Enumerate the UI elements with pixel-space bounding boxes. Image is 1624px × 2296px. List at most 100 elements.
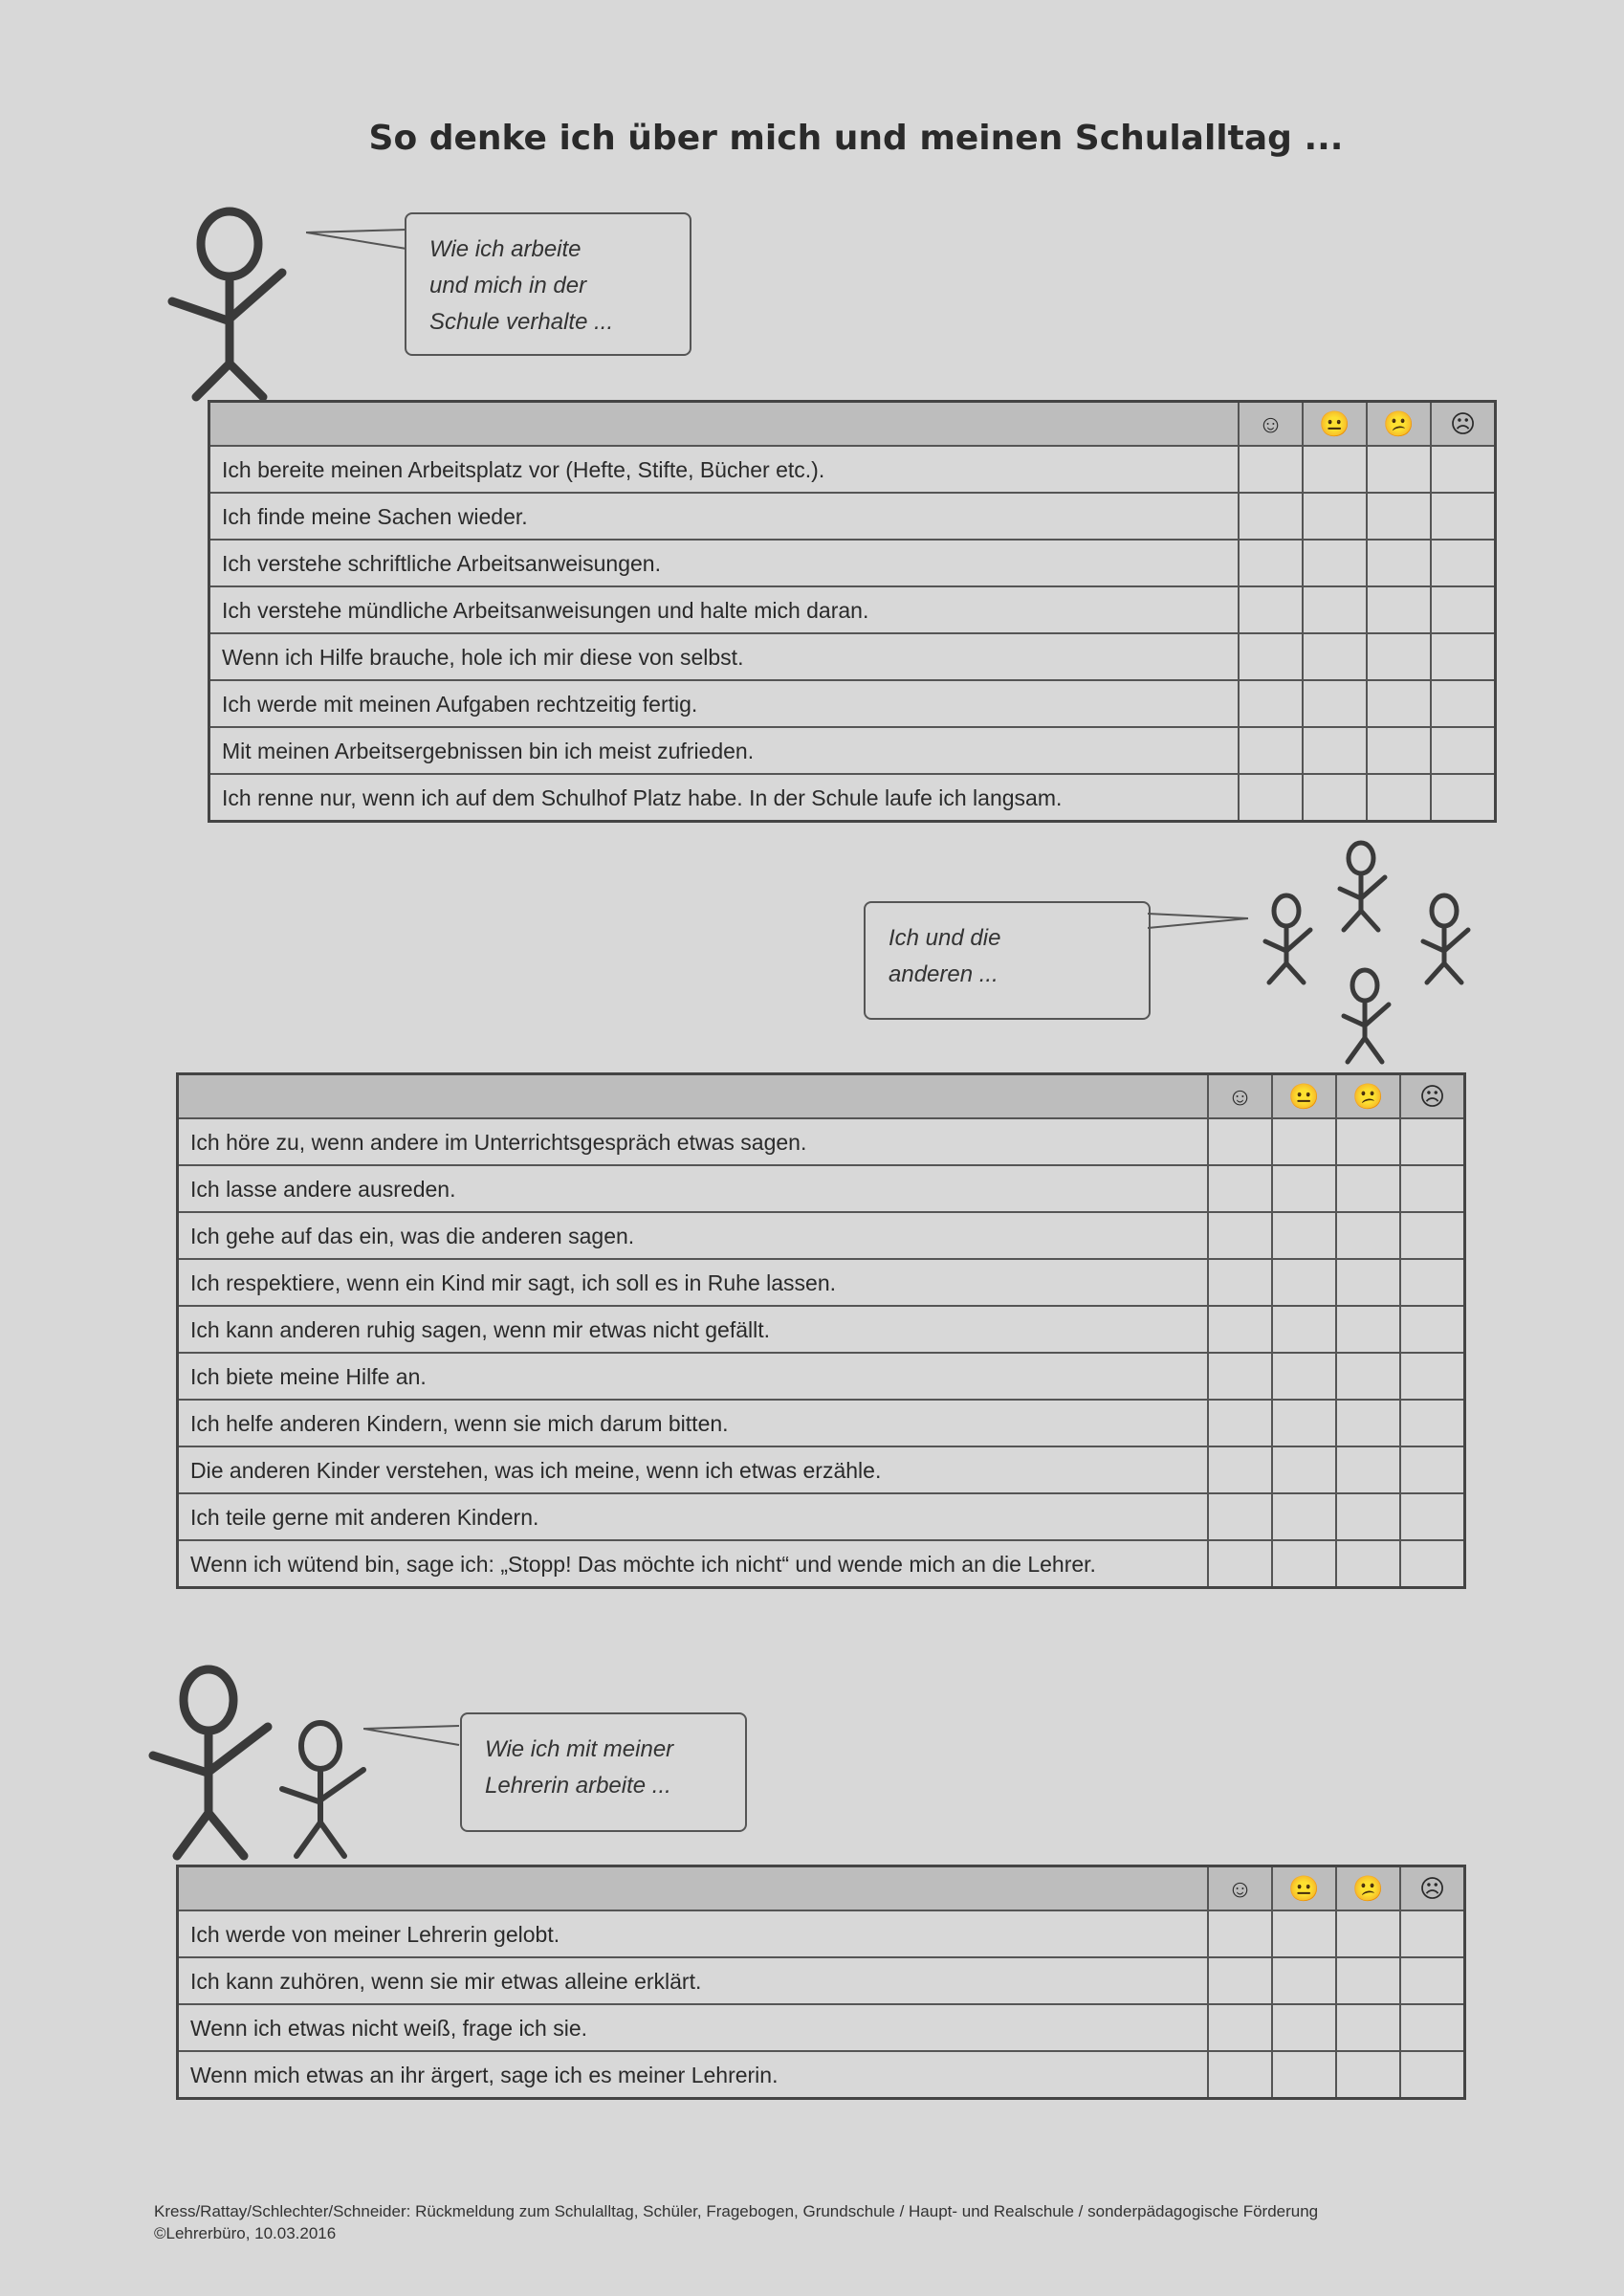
rating-checkbox-neutral-face[interactable] (1271, 2003, 1337, 2052)
rating-checkbox-happy-face[interactable] (1207, 1539, 1273, 1589)
rating-checkbox-neutral-face[interactable] (1302, 539, 1368, 587)
rating-checkbox-unsure-face[interactable] (1335, 1446, 1401, 1494)
rating-checkbox-sad-face[interactable] (1399, 1117, 1466, 1166)
statement-text: Ich biete meine Hilfe an. (176, 1352, 1209, 1401)
page-title: So denke ich über mich und meinen Schula… (368, 119, 1344, 158)
rating-checkbox-neutral-face[interactable] (1271, 1352, 1337, 1401)
rating-checkbox-unsure-face[interactable] (1335, 1164, 1401, 1213)
questionnaire-table-teacher: ☺ 😐 😕 ☹ Ich werde von meiner Lehrerin gelobt… (176, 1865, 1466, 2100)
rating-checkbox-happy-face[interactable] (1207, 1305, 1273, 1354)
rating-checkbox-happy-face[interactable] (1207, 1352, 1273, 1401)
rating-checkbox-happy-face[interactable] (1207, 1492, 1273, 1541)
rating-checkbox-happy-face[interactable] (1238, 632, 1304, 681)
rating-checkbox-neutral-face[interactable] (1271, 1117, 1337, 1166)
rating-checkbox-neutral-face[interactable] (1271, 1956, 1337, 2005)
rating-checkbox-sad-face[interactable] (1430, 585, 1497, 634)
rating-checkbox-happy-face[interactable] (1207, 1956, 1273, 2005)
rating-checkbox-neutral-face[interactable] (1271, 1399, 1337, 1447)
rating-checkbox-neutral-face[interactable] (1302, 773, 1368, 823)
rating-checkbox-sad-face[interactable] (1430, 539, 1497, 587)
rating-checkbox-unsure-face[interactable] (1335, 1211, 1401, 1260)
rating-checkbox-unsure-face[interactable] (1366, 726, 1432, 775)
rating-checkbox-neutral-face[interactable] (1271, 2050, 1337, 2100)
rating-checkbox-neutral-face[interactable] (1302, 445, 1368, 494)
rating-checkbox-unsure-face[interactable] (1366, 492, 1432, 541)
rating-checkbox-sad-face[interactable] (1430, 492, 1497, 541)
rating-checkbox-sad-face[interactable] (1399, 1539, 1466, 1589)
rating-checkbox-happy-face[interactable] (1207, 1399, 1273, 1447)
rating-checkbox-unsure-face[interactable] (1335, 2003, 1401, 2052)
rating-checkbox-neutral-face[interactable] (1271, 1211, 1337, 1260)
table-row: Die anderen Kinder verstehen, was ich me… (176, 1446, 1466, 1494)
rating-checkbox-happy-face[interactable] (1238, 726, 1304, 775)
rating-checkbox-neutral-face[interactable] (1271, 1258, 1337, 1307)
rating-checkbox-happy-face[interactable] (1207, 1164, 1273, 1213)
rating-checkbox-neutral-face[interactable] (1302, 679, 1368, 728)
rating-checkbox-unsure-face[interactable] (1335, 1956, 1401, 2005)
rating-checkbox-neutral-face[interactable] (1271, 1539, 1337, 1589)
rating-checkbox-sad-face[interactable] (1399, 1910, 1466, 1958)
rating-checkbox-neutral-face[interactable] (1271, 1164, 1337, 1213)
neutral-face-icon: 😐 (1271, 1865, 1337, 1911)
rating-checkbox-unsure-face[interactable] (1335, 1117, 1401, 1166)
rating-checkbox-happy-face[interactable] (1207, 2003, 1273, 2052)
table-row: Ich helfe anderen Kindern, wenn sie mich… (176, 1399, 1466, 1447)
rating-checkbox-sad-face[interactable] (1399, 2050, 1466, 2100)
statement-text: Ich respektiere, wenn ein Kind mir sagt,… (176, 1258, 1209, 1307)
rating-checkbox-neutral-face[interactable] (1302, 632, 1368, 681)
rating-checkbox-happy-face[interactable] (1238, 773, 1304, 823)
statement-text: Ich werde mit meinen Aufgaben rechtzeiti… (208, 679, 1240, 728)
rating-checkbox-happy-face[interactable] (1207, 1211, 1273, 1260)
rating-checkbox-happy-face[interactable] (1207, 1910, 1273, 1958)
rating-checkbox-neutral-face[interactable] (1302, 492, 1368, 541)
rating-checkbox-sad-face[interactable] (1430, 679, 1497, 728)
rating-checkbox-unsure-face[interactable] (1335, 1910, 1401, 1958)
statement-text: Ich lasse andere ausreden. (176, 1164, 1209, 1213)
rating-checkbox-unsure-face[interactable] (1366, 445, 1432, 494)
table-row: Ich kann zuhören, wenn sie mir etwas all… (176, 1956, 1466, 2005)
rating-checkbox-happy-face[interactable] (1238, 679, 1304, 728)
rating-checkbox-neutral-face[interactable] (1271, 1910, 1337, 1958)
rating-checkbox-sad-face[interactable] (1430, 632, 1497, 681)
rating-checkbox-happy-face[interactable] (1238, 445, 1304, 494)
rating-checkbox-happy-face[interactable] (1207, 2050, 1273, 2100)
rating-checkbox-sad-face[interactable] (1399, 1446, 1466, 1494)
rating-checkbox-neutral-face[interactable] (1302, 585, 1368, 634)
rating-checkbox-sad-face[interactable] (1399, 2003, 1466, 2052)
rating-checkbox-sad-face[interactable] (1399, 1492, 1466, 1541)
rating-checkbox-sad-face[interactable] (1399, 1258, 1466, 1307)
rating-checkbox-unsure-face[interactable] (1335, 1399, 1401, 1447)
rating-checkbox-sad-face[interactable] (1430, 726, 1497, 775)
rating-checkbox-unsure-face[interactable] (1335, 1539, 1401, 1589)
rating-checkbox-happy-face[interactable] (1207, 1446, 1273, 1494)
rating-checkbox-happy-face[interactable] (1238, 585, 1304, 634)
rating-checkbox-neutral-face[interactable] (1271, 1446, 1337, 1494)
rating-checkbox-unsure-face[interactable] (1335, 1492, 1401, 1541)
rating-checkbox-sad-face[interactable] (1399, 1164, 1466, 1213)
rating-checkbox-unsure-face[interactable] (1366, 679, 1432, 728)
rating-checkbox-unsure-face[interactable] (1366, 773, 1432, 823)
rating-checkbox-sad-face[interactable] (1430, 773, 1497, 823)
rating-checkbox-sad-face[interactable] (1399, 1352, 1466, 1401)
rating-checkbox-sad-face[interactable] (1399, 1305, 1466, 1354)
rating-checkbox-neutral-face[interactable] (1271, 1492, 1337, 1541)
rating-checkbox-happy-face[interactable] (1207, 1258, 1273, 1307)
rating-checkbox-happy-face[interactable] (1238, 492, 1304, 541)
rating-checkbox-unsure-face[interactable] (1335, 1305, 1401, 1354)
statement-text: Ich verstehe mündliche Arbeitsanweisunge… (208, 585, 1240, 634)
rating-checkbox-unsure-face[interactable] (1335, 1352, 1401, 1401)
rating-checkbox-unsure-face[interactable] (1366, 539, 1432, 587)
rating-checkbox-happy-face[interactable] (1207, 1117, 1273, 1166)
rating-checkbox-unsure-face[interactable] (1335, 2050, 1401, 2100)
rating-checkbox-sad-face[interactable] (1399, 1956, 1466, 2005)
rating-checkbox-sad-face[interactable] (1430, 445, 1497, 494)
rating-checkbox-happy-face[interactable] (1238, 539, 1304, 587)
rating-checkbox-sad-face[interactable] (1399, 1211, 1466, 1260)
rating-checkbox-neutral-face[interactable] (1271, 1305, 1337, 1354)
rating-checkbox-neutral-face[interactable] (1302, 726, 1368, 775)
speech-bubble-tail (306, 229, 407, 250)
rating-checkbox-unsure-face[interactable] (1366, 585, 1432, 634)
rating-checkbox-sad-face[interactable] (1399, 1399, 1466, 1447)
rating-checkbox-unsure-face[interactable] (1366, 632, 1432, 681)
rating-checkbox-unsure-face[interactable] (1335, 1258, 1401, 1307)
